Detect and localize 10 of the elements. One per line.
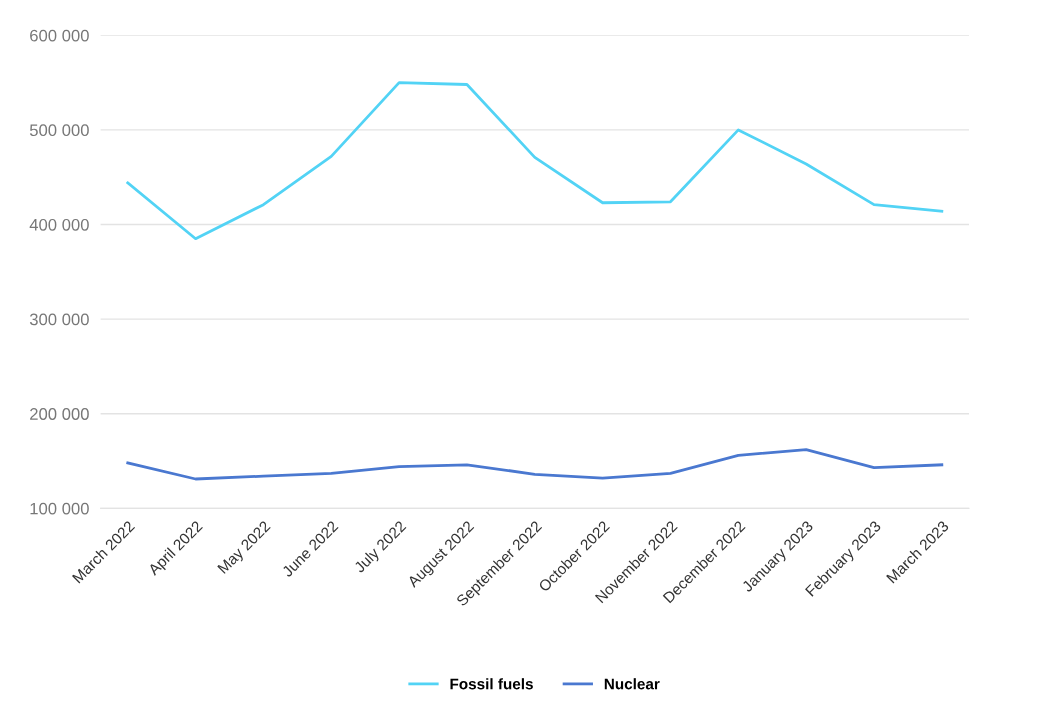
y-tick-label: 600 000 [30, 29, 89, 42]
y-tick-label: 300 000 [29, 313, 89, 326]
y-tick-label: 500 000 [29, 124, 89, 137]
legend-label: Nuclear [604, 678, 660, 690]
line-series [126, 448, 944, 481]
line-series [126, 81, 944, 241]
legend-label: Fossil fuels [450, 678, 533, 690]
y-tick-label: 100 000 [30, 502, 89, 515]
y-tick-label: 200 000 [30, 408, 89, 420]
y-tick-label: 400 000 [29, 218, 89, 231]
